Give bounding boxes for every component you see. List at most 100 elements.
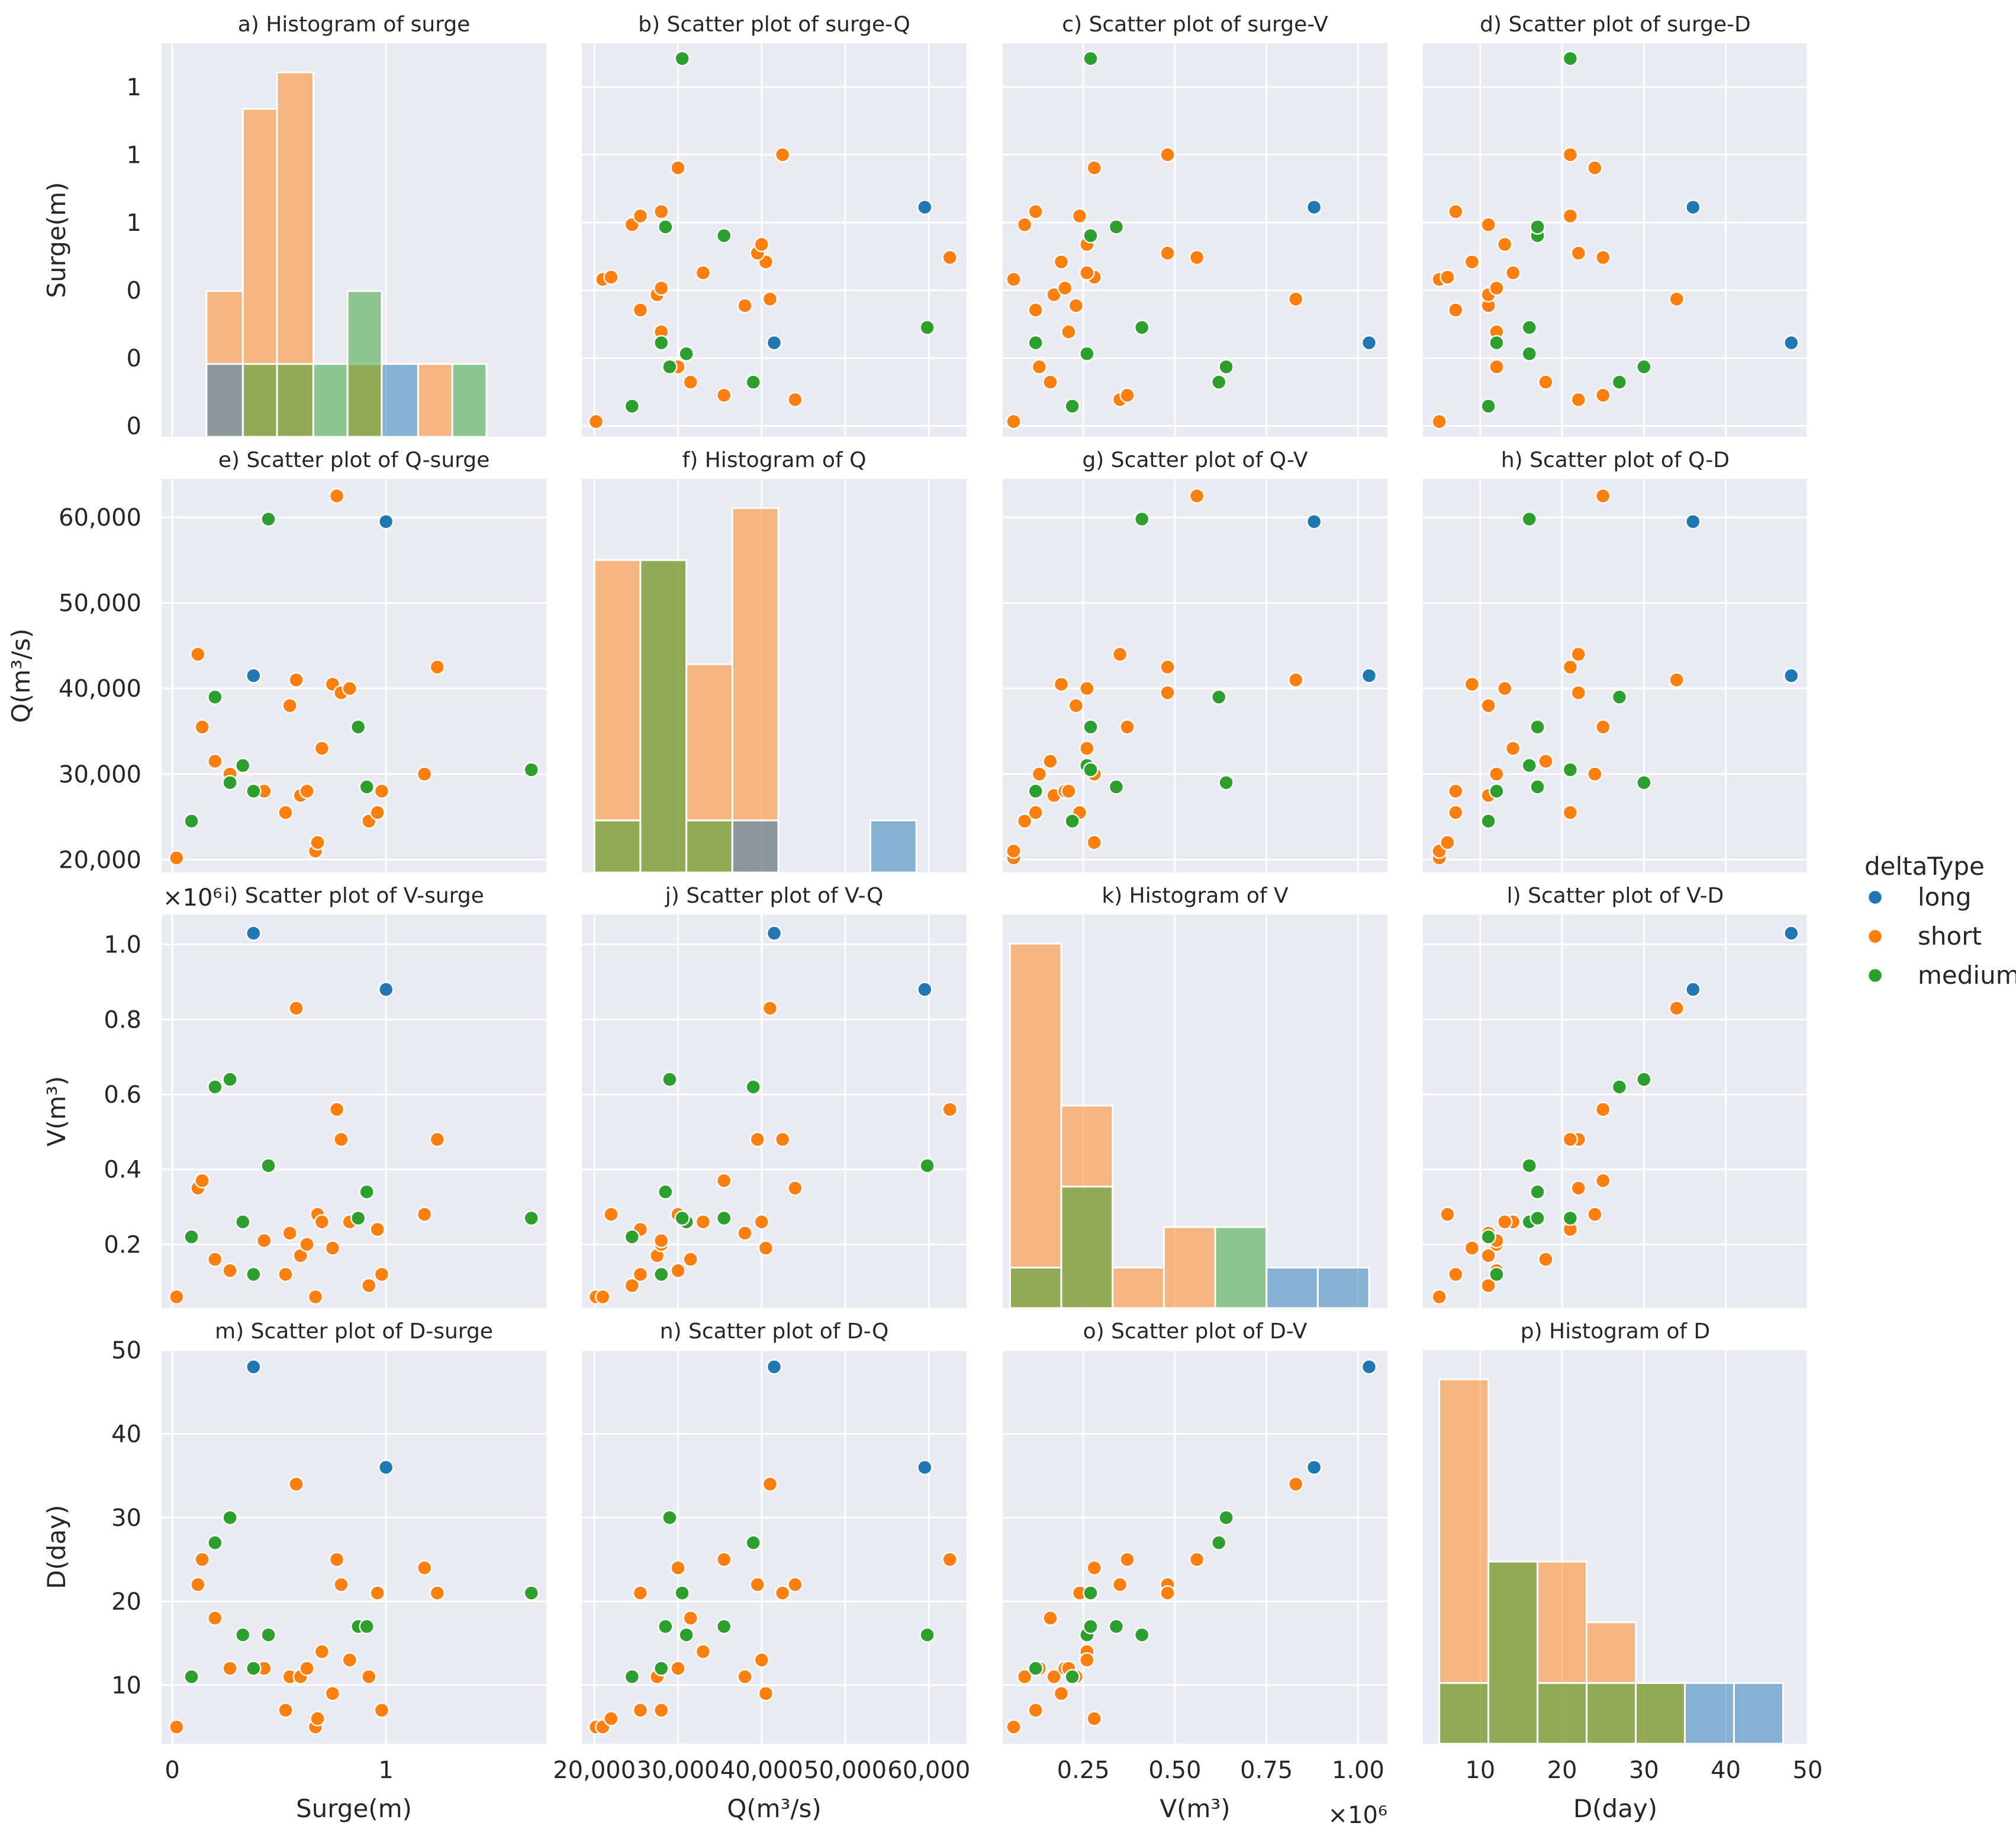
scatter-point-short <box>1587 766 1603 782</box>
scatter-point-short <box>373 1702 390 1718</box>
y-axis-label: V(m³) <box>42 1076 71 1147</box>
scatter-point-short <box>429 1131 446 1148</box>
scatter-point-medium <box>359 1184 375 1200</box>
scatter-point-short <box>1439 1206 1455 1222</box>
scatter-point-short <box>222 1263 238 1279</box>
scatter-point-medium <box>523 762 539 778</box>
scatter-point-medium <box>1480 813 1496 829</box>
scatter-point-short <box>1061 324 1077 340</box>
panel-title: i) Scatter plot of V-surge <box>224 884 484 908</box>
scatter-point-short <box>1079 740 1095 756</box>
scatter-point-medium <box>1210 374 1227 390</box>
scatter-point-short <box>653 1232 669 1249</box>
scatter-point-medium <box>745 1535 761 1551</box>
scatter-point-long <box>378 981 394 997</box>
scatter-point-short <box>1595 488 1611 504</box>
scatter-point-short <box>737 298 753 314</box>
scatter-point-medium <box>523 1585 539 1601</box>
scatter-point-short <box>1160 659 1176 675</box>
scatter-point-short <box>314 740 330 756</box>
scatter-point-short <box>1028 302 1044 318</box>
legend-marker-long <box>1867 889 1883 906</box>
x-tick-label: 0.75 <box>1240 1757 1293 1784</box>
hist-bar-medium <box>1635 1682 1686 1745</box>
scatter-point-medium <box>1064 1669 1080 1685</box>
scatter-point-short <box>1669 291 1685 307</box>
scatter-point-short <box>1505 265 1521 281</box>
scatter-point-short <box>299 1660 315 1676</box>
scatter-point-medium <box>350 1210 366 1226</box>
scatter-point-short <box>632 1585 649 1601</box>
y-tick-label: 60,000 <box>59 504 141 532</box>
scatter-point-medium <box>234 758 251 774</box>
scatter-point-long <box>1685 981 1701 997</box>
scatter-point-short <box>1570 245 1587 261</box>
scatter-point-short <box>1595 1102 1611 1118</box>
scatter-point-short <box>1006 413 1022 430</box>
scatter-point-medium <box>222 1071 238 1087</box>
scatter-point-medium <box>662 359 678 375</box>
panel-2-0 <box>162 914 546 1308</box>
scatter-point-medium <box>674 50 690 67</box>
scatter-point-short <box>278 1266 294 1283</box>
scatter-point-short <box>307 1289 324 1305</box>
scatter-point-long <box>917 199 933 215</box>
scatter-point-short <box>1068 697 1084 714</box>
scatter-point-short <box>169 1719 185 1735</box>
y-offset-label: ×10⁶ <box>163 884 222 912</box>
scatter-point-short <box>1570 391 1587 408</box>
panel-2-1 <box>582 914 967 1308</box>
scatter-point-long <box>246 1359 262 1375</box>
scatter-point-long <box>1306 1459 1322 1476</box>
scatter-point-medium <box>1529 719 1545 735</box>
scatter-point-short <box>369 1585 385 1601</box>
panel-title: d) Scatter plot of surge-D <box>1480 12 1751 37</box>
scatter-point-short <box>288 1000 304 1016</box>
scatter-point-short <box>1016 217 1033 233</box>
scatter-point-short <box>1439 269 1455 285</box>
hist-bar-long <box>1733 1682 1785 1745</box>
scatter-point-medium <box>1521 320 1538 336</box>
panel-background <box>582 43 967 437</box>
scatter-point-short <box>624 1277 640 1294</box>
panel-title: e) Scatter plot of Q-surge <box>218 448 490 472</box>
scatter-point-short <box>1464 1240 1480 1256</box>
scatter-point-medium <box>674 1210 690 1226</box>
scatter-point-long <box>1361 668 1377 684</box>
scatter-point-long <box>917 1459 933 1476</box>
scatter-point-medium <box>1083 50 1099 67</box>
panel-background <box>162 479 546 872</box>
scatter-point-medium <box>1083 227 1099 244</box>
scatter-point-short <box>1006 271 1022 288</box>
scatter-point-medium <box>350 719 366 735</box>
scatter-point-short <box>1053 676 1070 693</box>
scatter-point-medium <box>1083 1585 1099 1601</box>
panel-0-3 <box>1423 43 1809 437</box>
panel-3-3 <box>1423 1350 1809 1745</box>
scatter-point-medium <box>234 1214 251 1230</box>
scatter-point-short <box>314 1644 330 1660</box>
x-tick-label: 1 <box>378 1757 393 1784</box>
scatter-point-medium <box>716 1618 732 1635</box>
hist-bar-medium <box>639 559 688 874</box>
scatter-point-short <box>361 1669 377 1685</box>
scatter-point-short <box>329 1551 345 1567</box>
scatter-point-long <box>1306 514 1322 530</box>
scatter-point-short <box>416 1206 433 1222</box>
legend-label-long: long <box>1918 883 1972 912</box>
scatter-point-medium <box>716 1210 732 1226</box>
x-axis-label: Surge(m) <box>296 1794 412 1823</box>
scatter-point-short <box>1480 1248 1496 1264</box>
x-tick-label: 0.25 <box>1057 1757 1110 1784</box>
y-tick-label: 0.2 <box>104 1231 141 1258</box>
scatter-point-short <box>758 1240 774 1256</box>
panel-title: n) Scatter plot of D-Q <box>660 1319 889 1344</box>
scatter-point-medium <box>207 689 223 705</box>
scatter-point-medium <box>1028 783 1044 799</box>
scatter-point-short <box>1669 1000 1685 1016</box>
scatter-point-short <box>1160 1585 1176 1601</box>
scatter-point-medium <box>1480 1229 1496 1245</box>
scatter-point-medium <box>183 813 199 829</box>
scatter-point-short <box>194 1173 210 1189</box>
